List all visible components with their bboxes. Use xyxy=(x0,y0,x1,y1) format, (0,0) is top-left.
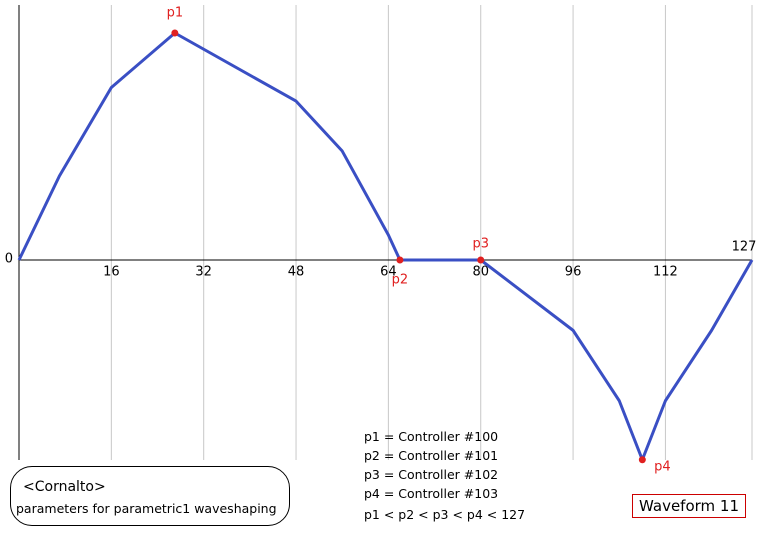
legend-text: p1 = Controller #100 p2 = Controller #10… xyxy=(364,427,525,524)
x-tick-label: 96 xyxy=(565,265,582,280)
x-tick-label: 80 xyxy=(472,265,489,280)
badge: Waveform 11 xyxy=(632,494,746,518)
x-tick-label: 32 xyxy=(195,265,212,280)
control-point-label: p1 xyxy=(167,6,184,21)
control-point-label: p2 xyxy=(392,273,409,288)
legend-line: p1 < p2 < p3 < p4 < 127 xyxy=(364,507,526,522)
legend-line: p1 = Controller #100 xyxy=(364,429,499,444)
legend-line: p4 = Controller #103 xyxy=(364,486,499,501)
y-tick-label: 0 xyxy=(5,252,13,267)
x-tick-label: 16 xyxy=(103,265,120,280)
control-point xyxy=(638,456,646,464)
caption-box: <Cornalto> parameters for parametric1 wa… xyxy=(10,466,290,526)
x-tick-label: 64 xyxy=(380,265,397,280)
caption-title: <Cornalto> xyxy=(23,479,106,495)
control-point xyxy=(477,256,485,264)
caption-text: parameters for parametric1 waveshaping xyxy=(16,501,277,516)
x-tick-label: 48 xyxy=(288,265,305,280)
x-tick-label: 112 xyxy=(653,265,678,280)
x-tick-label: 127 xyxy=(732,240,757,255)
control-point xyxy=(396,256,404,264)
legend-line: p2 = Controller #101 xyxy=(364,448,499,463)
control-point-label: p4 xyxy=(654,459,671,474)
control-point xyxy=(171,29,179,37)
waveform-line xyxy=(17,31,754,462)
legend-line: p3 = Controller #102 xyxy=(364,467,499,482)
control-point-label: p3 xyxy=(472,237,489,252)
